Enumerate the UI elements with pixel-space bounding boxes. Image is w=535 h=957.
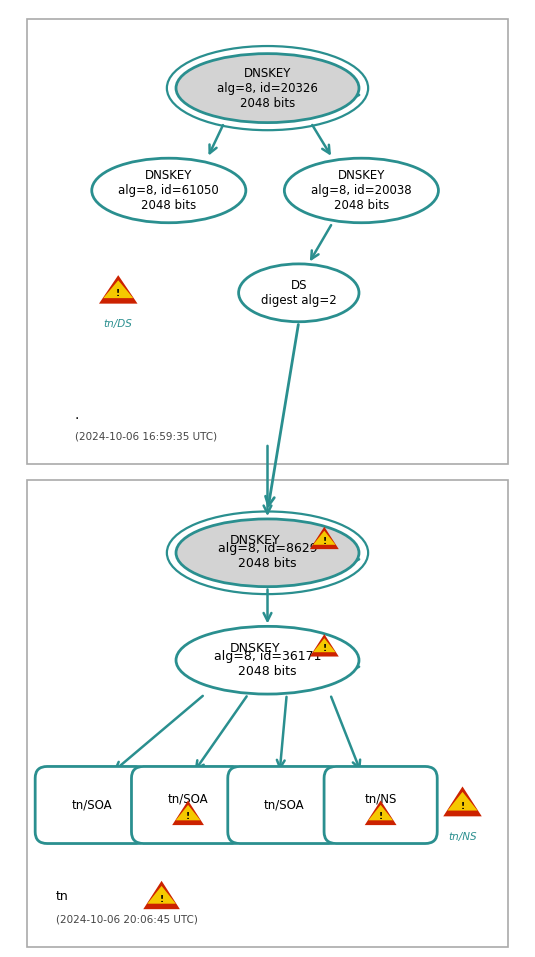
Text: DNSKEY: DNSKEY <box>230 534 281 547</box>
Polygon shape <box>99 276 137 303</box>
Text: !: ! <box>322 644 326 654</box>
Ellipse shape <box>285 158 439 223</box>
Text: DNSKEY
alg=8, id=20038
2048 bits: DNSKEY alg=8, id=20038 2048 bits <box>311 169 412 211</box>
Polygon shape <box>313 638 335 653</box>
Text: (2024-10-06 16:59:35 UTC): (2024-10-06 16:59:35 UTC) <box>75 432 217 442</box>
Text: !: ! <box>116 289 120 299</box>
Text: tn/SOA: tn/SOA <box>168 792 208 805</box>
FancyBboxPatch shape <box>35 767 148 843</box>
Text: DS
digest alg=2: DS digest alg=2 <box>261 278 337 307</box>
Text: alg=8, id=36171
2048 bits: alg=8, id=36171 2048 bits <box>214 650 321 678</box>
Text: tn/DS: tn/DS <box>104 319 133 328</box>
Text: tn/NS: tn/NS <box>448 832 477 842</box>
Polygon shape <box>172 800 204 825</box>
Polygon shape <box>447 791 478 811</box>
Polygon shape <box>175 805 201 820</box>
Ellipse shape <box>239 264 359 322</box>
Polygon shape <box>313 531 335 545</box>
Polygon shape <box>368 805 393 820</box>
Ellipse shape <box>176 519 359 587</box>
Text: tn/NS: tn/NS <box>364 792 397 805</box>
Polygon shape <box>103 280 133 299</box>
Text: tn/SOA: tn/SOA <box>264 798 304 812</box>
Polygon shape <box>365 800 396 825</box>
Text: .: . <box>75 408 79 422</box>
Ellipse shape <box>176 627 359 694</box>
Text: DNSKEY
alg=8, id=20326
2048 bits: DNSKEY alg=8, id=20326 2048 bits <box>217 67 318 110</box>
Text: !: ! <box>186 812 190 821</box>
Text: !: ! <box>159 895 164 904</box>
Text: (2024-10-06 20:06:45 UTC): (2024-10-06 20:06:45 UTC) <box>56 914 197 924</box>
FancyBboxPatch shape <box>324 767 437 843</box>
Text: alg=8, id=8629
2048 bits: alg=8, id=8629 2048 bits <box>218 543 317 570</box>
Text: !: ! <box>461 802 464 811</box>
Polygon shape <box>444 787 482 816</box>
Ellipse shape <box>176 54 359 122</box>
Text: DNSKEY
alg=8, id=61050
2048 bits: DNSKEY alg=8, id=61050 2048 bits <box>118 169 219 211</box>
FancyBboxPatch shape <box>228 767 341 843</box>
Polygon shape <box>310 526 339 549</box>
Polygon shape <box>310 634 339 657</box>
Polygon shape <box>147 886 176 903</box>
Ellipse shape <box>92 158 246 223</box>
FancyBboxPatch shape <box>27 19 508 464</box>
Polygon shape <box>143 880 180 909</box>
Text: !: ! <box>379 812 383 821</box>
FancyBboxPatch shape <box>132 767 244 843</box>
Text: !: ! <box>322 537 326 546</box>
Text: tn: tn <box>56 890 68 903</box>
Text: DNSKEY: DNSKEY <box>230 641 281 655</box>
FancyBboxPatch shape <box>27 480 508 947</box>
Text: tn/SOA: tn/SOA <box>72 798 112 812</box>
